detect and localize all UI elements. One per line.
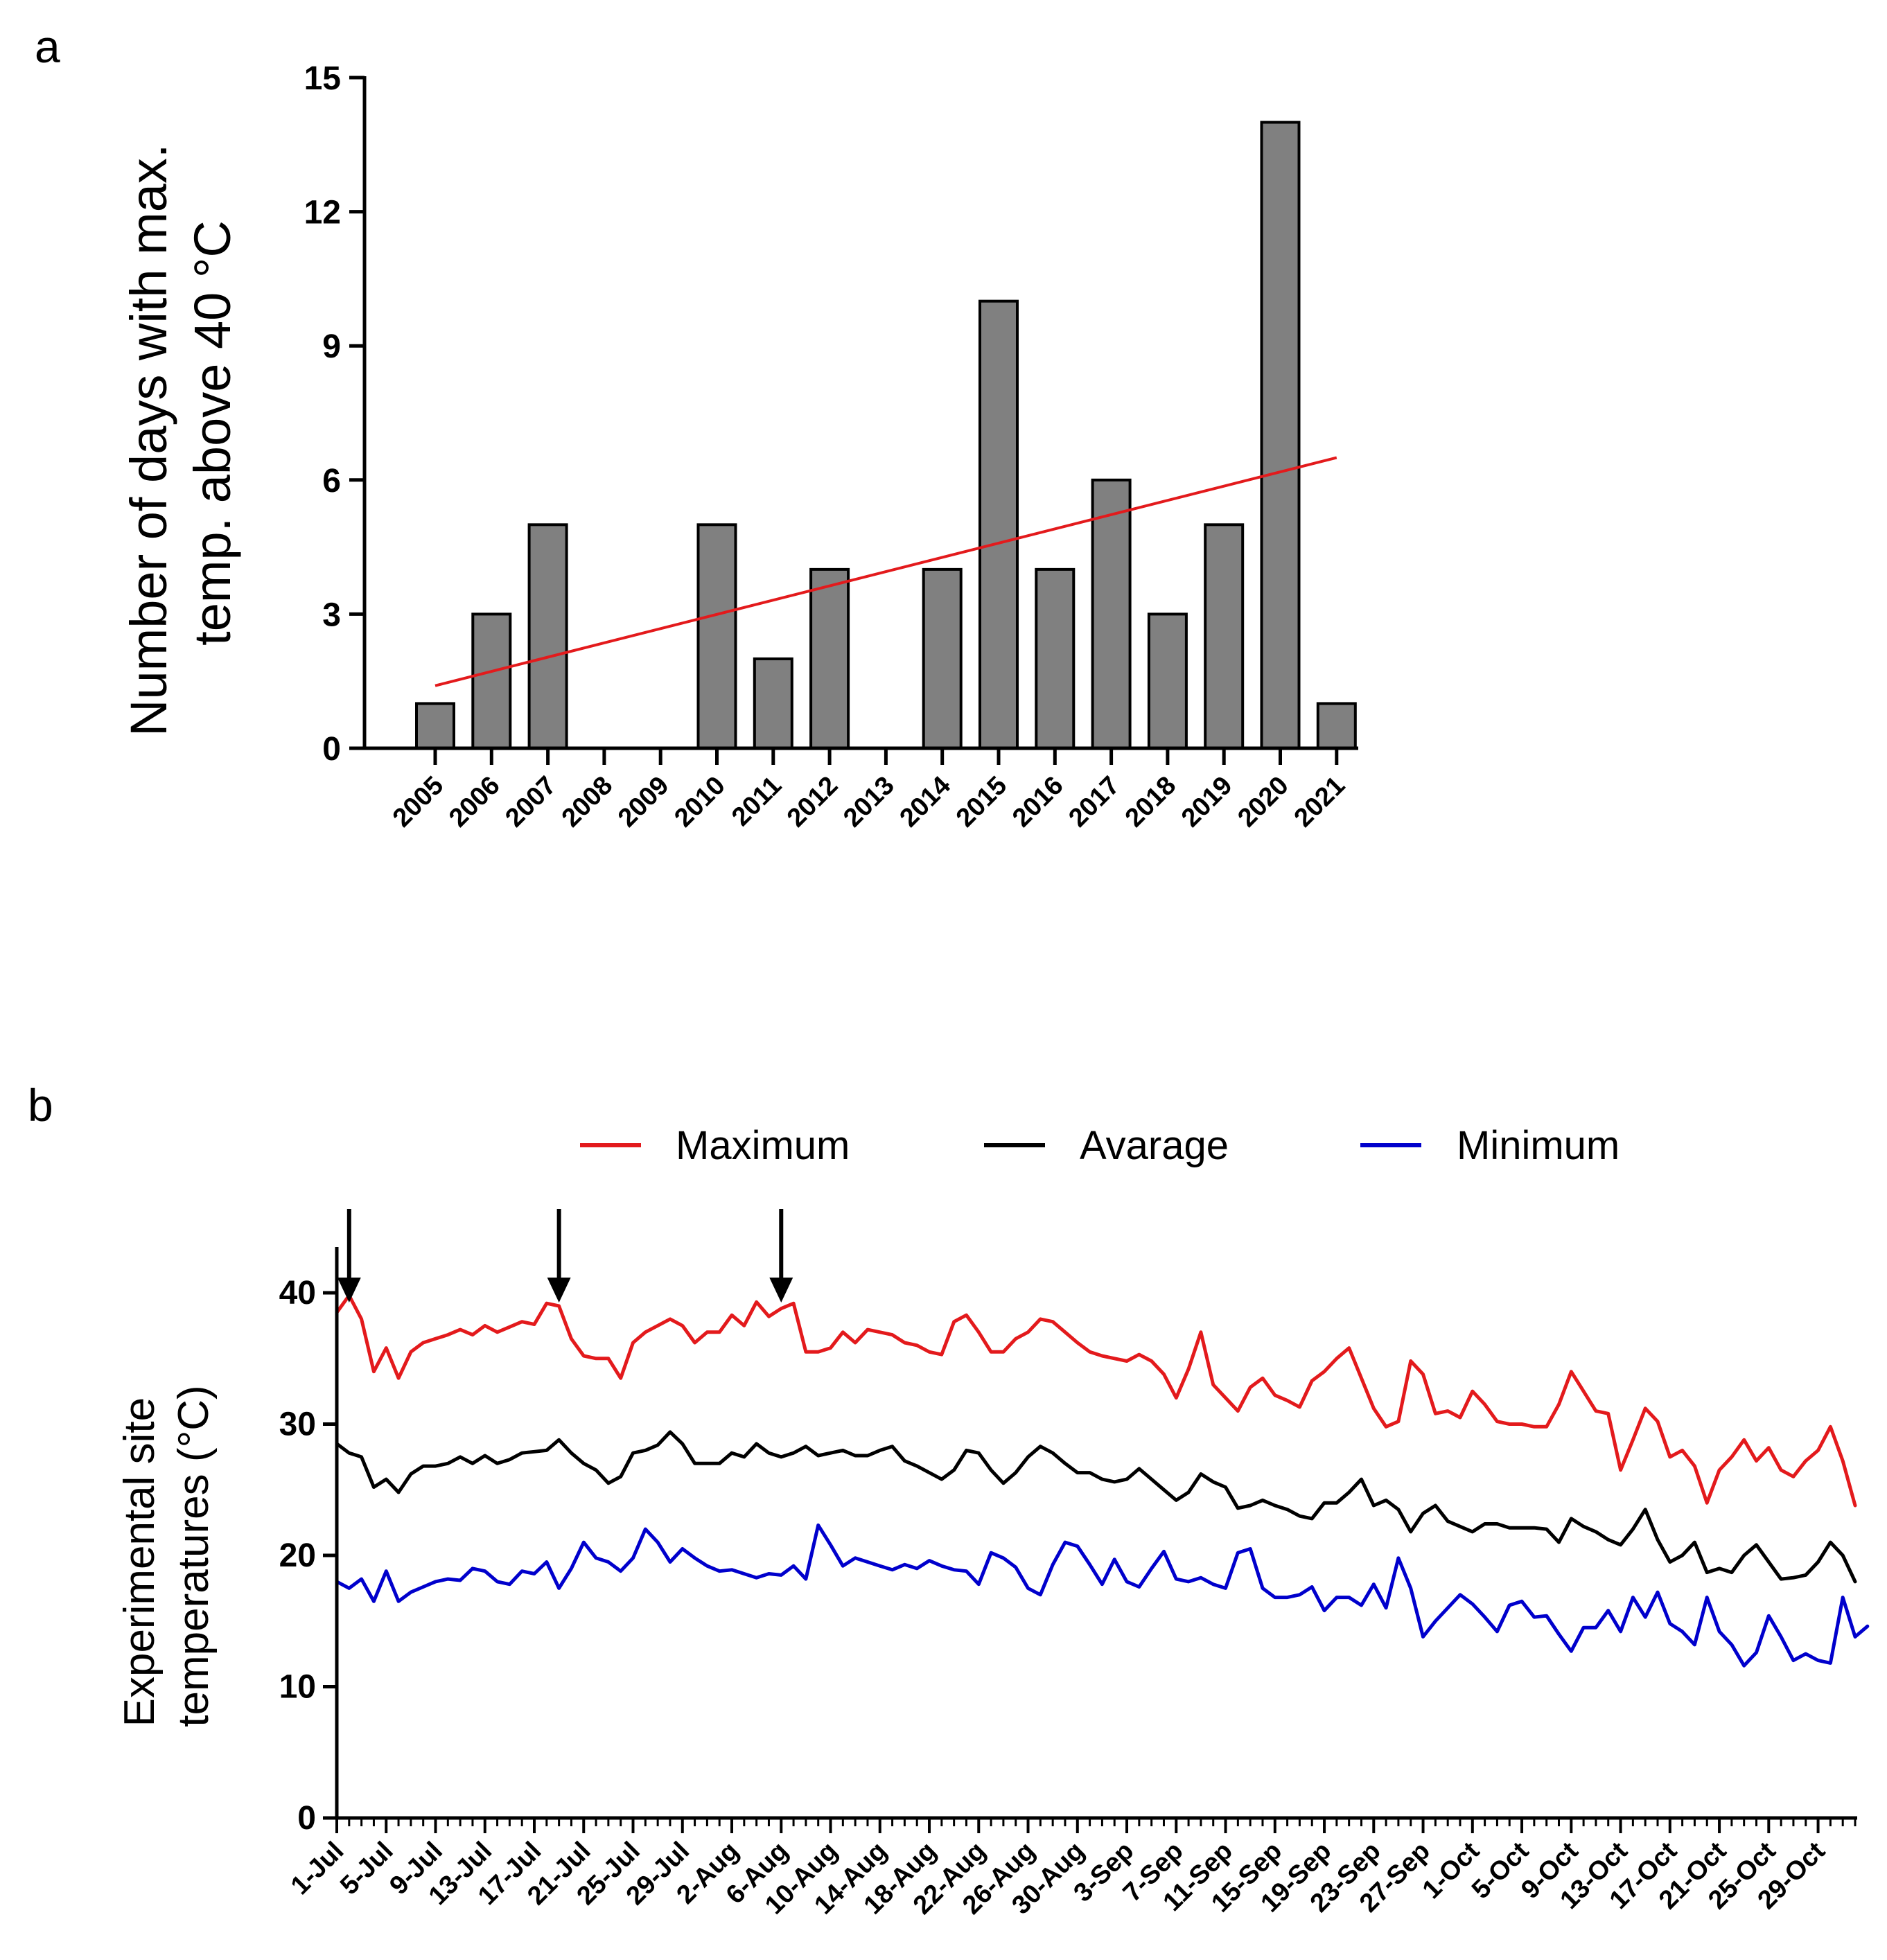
bar-2017 — [1091, 478, 1132, 750]
y-tick-label-a: 12 — [304, 195, 341, 231]
series-avarage — [335, 1430, 1857, 1584]
x-tick-label-a: 2010 — [669, 771, 730, 833]
y-tick-label-b: 10 — [279, 1669, 316, 1706]
x-tick-label-a: 2017 — [1063, 771, 1125, 833]
x-tick-label-a: 2012 — [782, 771, 843, 833]
x-tick-label-b: 1-Jul — [286, 1837, 349, 1900]
y-axis-label-a: Number of days with max. temp. above 40 … — [120, 130, 241, 736]
x-tick-label-a: 2005 — [387, 771, 449, 833]
x-tick-label-a: 2006 — [444, 771, 505, 833]
y-axis-label-b-line1: Experimental site — [116, 1397, 164, 1727]
bar-2015 — [978, 299, 1019, 750]
bar-2014 — [922, 567, 963, 750]
x-tick-label-a: 2014 — [895, 771, 956, 833]
x-tick-label-a: 2009 — [613, 771, 674, 833]
bar-2019 — [1204, 523, 1245, 750]
x-tick-label-b: 5-Jul — [335, 1837, 398, 1900]
x-tick-label-a: 2007 — [500, 771, 561, 833]
x-tick-label-a: 2020 — [1232, 771, 1294, 833]
x-tick-label-a: 2008 — [556, 771, 618, 833]
series-minimum — [335, 1523, 1870, 1668]
x-tick-label-a: 2013 — [838, 771, 899, 833]
x-tick-label-a: 2016 — [1007, 771, 1069, 833]
bar-2006 — [471, 612, 512, 750]
legend: Maximum Avarage Minimum — [580, 1123, 1620, 1168]
legend-label-minimum: Minimum — [1457, 1123, 1620, 1168]
series-maximum — [335, 1294, 1857, 1508]
x-tick-label-b: 1-Oct — [1417, 1836, 1486, 1905]
arrow-head-3 — [769, 1278, 793, 1303]
bar-2016 — [1035, 567, 1076, 750]
bar-chart-days-above-40: 0 3 6 9 12 15 20052006200720082009201020112012… — [120, 60, 1358, 833]
x-tick-label-a: 2015 — [951, 771, 1012, 833]
y-tick-label-a: 15 — [304, 60, 341, 97]
y-tick-label-a: 9 — [322, 328, 341, 365]
y-tick-label-b: 0 — [297, 1800, 316, 1837]
x-tick-label-a: 2018 — [1120, 771, 1182, 833]
y-axis-label-a-line2: temp. above 40 °C — [184, 220, 241, 646]
arrow-head-2 — [547, 1278, 571, 1303]
legend-label-average: Avarage — [1080, 1123, 1229, 1168]
bar-2010 — [696, 523, 737, 750]
y-tick-label-a: 3 — [322, 597, 341, 633]
line-chart-site-temperatures: 0102030401-Jul5-Jul9-Jul13-Jul17-Jul21-J… — [116, 1209, 1870, 1920]
bar-2020 — [1260, 121, 1301, 750]
bar-2021 — [1316, 702, 1357, 750]
y-tick-label-a: 6 — [322, 463, 341, 500]
y-tick-label-b: 20 — [279, 1537, 316, 1574]
legend-label-maximum: Maximum — [676, 1123, 850, 1168]
bar-2012 — [809, 567, 850, 750]
axes-b: 0102030401-Jul5-Jul9-Jul13-Jul17-Jul21-J… — [279, 1247, 1857, 1920]
y-tick-label-a: 0 — [322, 731, 341, 768]
y-tick-label-b: 30 — [279, 1406, 316, 1443]
arrows — [337, 1209, 793, 1303]
bar-2018 — [1147, 612, 1188, 750]
bar-2005 — [415, 702, 455, 750]
panel-label-b: b — [28, 1079, 53, 1131]
x-tick-label-b: 5-Oct — [1466, 1836, 1535, 1905]
y-axis-label-b: Experimental site temperatures (°C) — [116, 1385, 218, 1727]
y-axis-label-a-line1: Number of days with max. — [120, 144, 177, 736]
y-axis-label-b-line2: temperatures (°C) — [170, 1385, 218, 1727]
line-series — [335, 1294, 1870, 1668]
bar-2011 — [753, 657, 793, 750]
panel-label-a: a — [35, 21, 60, 72]
x-tick-label-a: 2019 — [1176, 771, 1238, 833]
bar-2007 — [527, 523, 568, 750]
bar-series — [415, 121, 1357, 750]
x-tick-label-a: 2021 — [1289, 771, 1351, 833]
arrow-head-1 — [337, 1278, 361, 1303]
x-tick-label-a: 2011 — [726, 771, 787, 832]
trend-line — [435, 456, 1337, 687]
y-tick-label-b: 40 — [279, 1275, 316, 1312]
